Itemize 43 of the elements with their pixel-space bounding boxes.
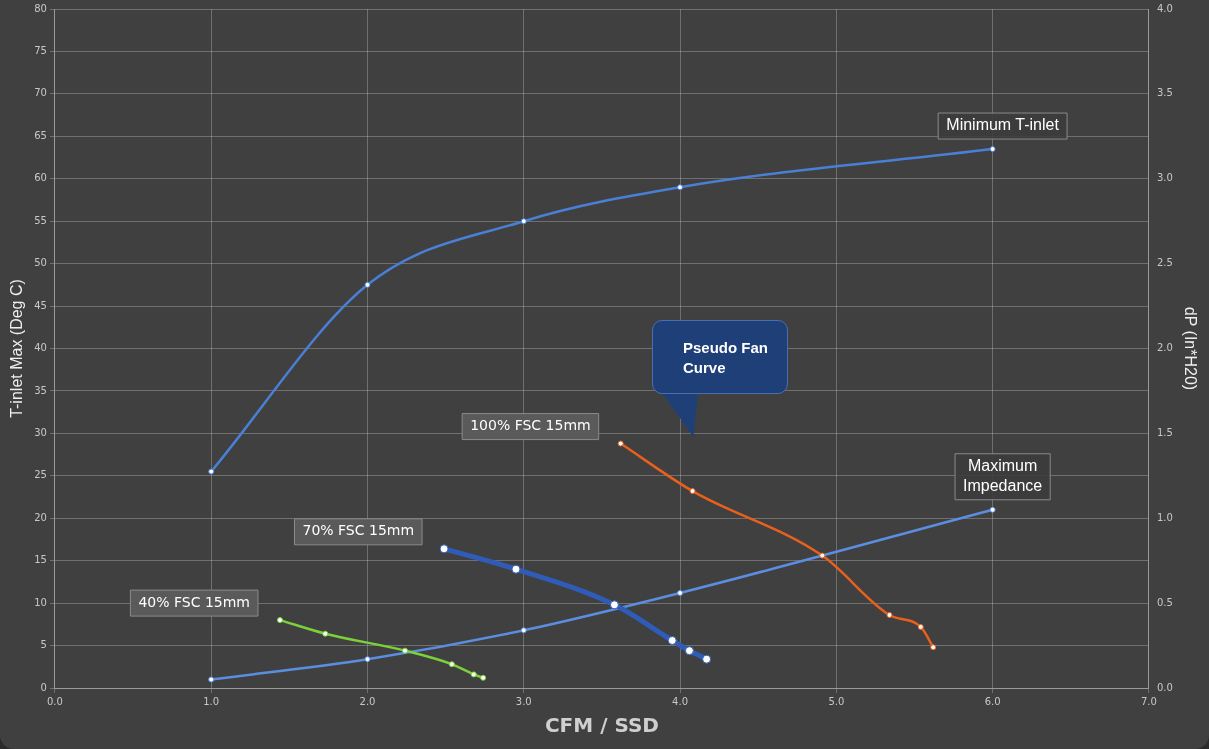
x-tick-label: 2.0 xyxy=(359,695,376,707)
y-axis-title: T-inlet Max (Deg C) xyxy=(8,279,26,418)
y2-tick-label: 2.5 xyxy=(1156,257,1173,269)
y-tick-label: 70 xyxy=(34,87,47,99)
series-label: 70% FSC 15mm xyxy=(302,522,415,539)
series-label: Minimum T-inlet xyxy=(946,116,1060,134)
series-label: Maximum Impedance xyxy=(963,457,1043,495)
y2-tick-label: 0.5 xyxy=(1156,596,1173,608)
y2-tick-label: 3.5 xyxy=(1156,87,1173,99)
x-tick-label: 4.0 xyxy=(672,695,688,707)
x-axis-title: CFM / SSD xyxy=(544,713,659,738)
y-tick-label: 10 xyxy=(34,596,47,608)
y-tick-label: 60 xyxy=(34,172,47,184)
y-tick-label: 20 xyxy=(34,511,47,523)
x-tick-label: 5.0 xyxy=(828,695,845,707)
y-tick-label: 40 xyxy=(34,342,47,354)
y-tick-label: 30 xyxy=(34,426,47,438)
y2-tick-label: 0.0 xyxy=(1156,681,1173,693)
y-tick-label: 45 xyxy=(34,299,47,311)
x-tick-label: 3.0 xyxy=(515,695,532,707)
y-tick-label: 50 xyxy=(34,257,47,269)
y2-tick-label: 2.0 xyxy=(1156,342,1173,354)
y2-tick-label: 1.0 xyxy=(1156,511,1173,523)
y-tick-label: 5 xyxy=(40,639,47,651)
x-tick-label: 0.0 xyxy=(46,695,63,707)
x-tick-label: 1.0 xyxy=(203,695,220,707)
y-tick-label: 0 xyxy=(40,681,47,693)
y-tick-label: 15 xyxy=(34,554,47,566)
y2-tick-label: 1.5 xyxy=(1156,426,1173,438)
annotation: Pseudo Fan Curve xyxy=(683,338,769,378)
y2-tick-label: 3.0 xyxy=(1156,172,1173,184)
y-tick-label: 35 xyxy=(34,384,47,396)
y-tick-label: 80 xyxy=(34,2,47,14)
text: 100% FSC 15mm xyxy=(470,417,591,434)
x-tick-label: 7.0 xyxy=(1140,695,1157,707)
y-tick-label: 25 xyxy=(34,469,47,481)
y2-axis-title: dP (In*H20) xyxy=(1181,306,1199,391)
y-tick-label: 65 xyxy=(34,129,47,141)
y-tick-label: 55 xyxy=(34,214,47,226)
text: 40% FSC 15mm xyxy=(138,593,250,610)
y2-tick-label: 4.0 xyxy=(1156,2,1173,14)
y-tick-label: 75 xyxy=(34,45,47,57)
x-tick-label: 6.0 xyxy=(984,695,1001,707)
